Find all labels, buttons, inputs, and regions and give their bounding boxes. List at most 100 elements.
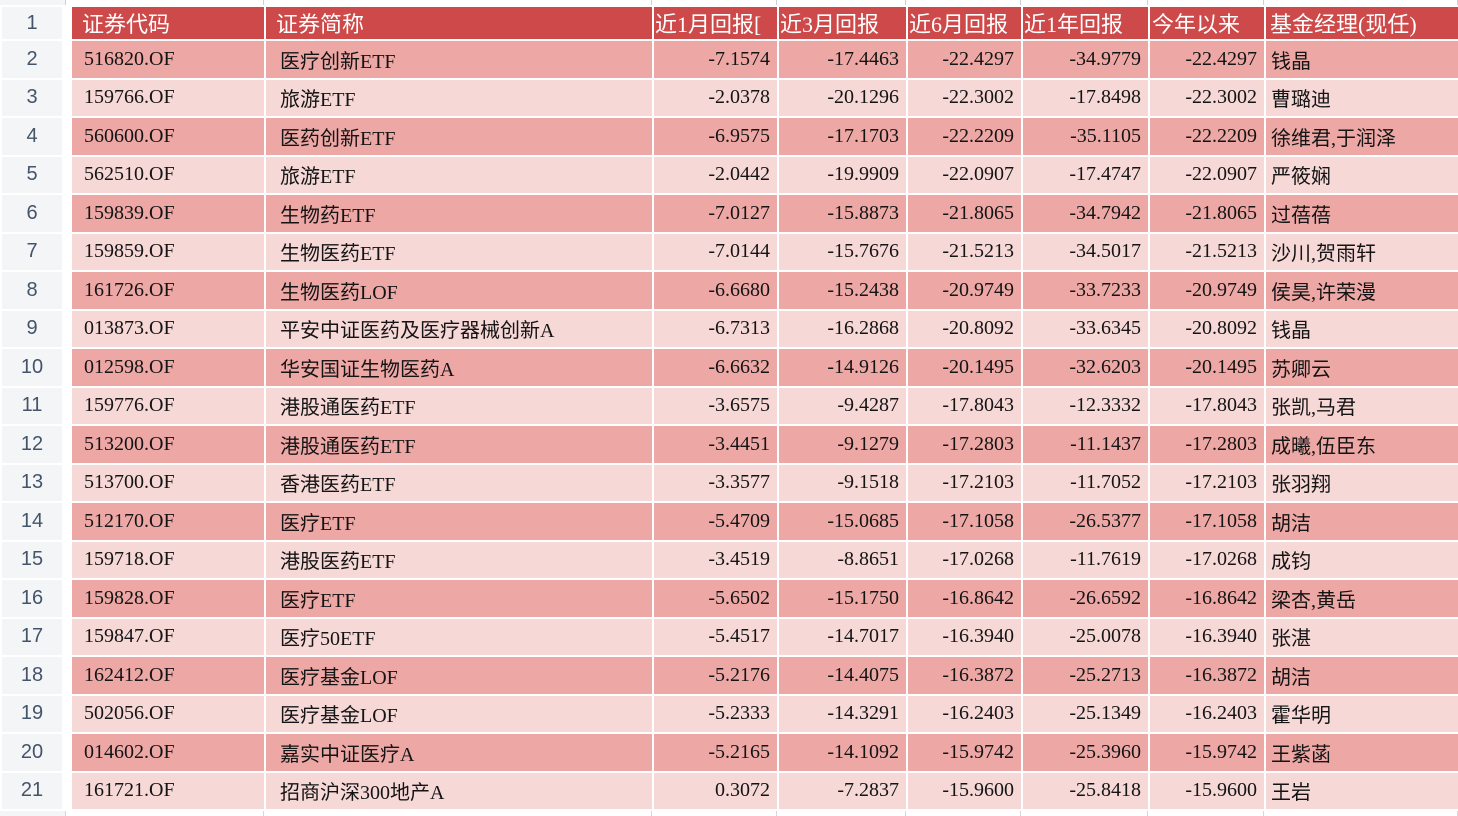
- cell-name[interactable]: 医疗创新ETF: [264, 39, 654, 80]
- cell-r3m[interactable]: -14.7017: [777, 616, 908, 657]
- cell-name[interactable]: 港股通医药ETF: [264, 385, 654, 426]
- cell-manager[interactable]: 过蓓蓓: [1264, 193, 1458, 234]
- row-number-cell[interactable]: 10: [0, 347, 72, 388]
- cell-ytd[interactable]: -20.8092: [1148, 308, 1266, 349]
- col-header-r1y[interactable]: 近1年回报: [1021, 5, 1150, 41]
- cell-r6m[interactable]: -21.5213: [906, 231, 1023, 272]
- cell-code[interactable]: 159776.OF: [66, 385, 266, 426]
- cell-code[interactable]: 159859.OF: [66, 231, 266, 272]
- col-header-code[interactable]: 证券代码: [66, 5, 266, 41]
- cell-ytd[interactable]: -20.1495: [1148, 347, 1266, 388]
- cell-ytd[interactable]: -15.9600: [1148, 770, 1266, 811]
- cell-code[interactable]: 512170.OF: [66, 501, 266, 542]
- cell-r1m[interactable]: -5.4517: [652, 616, 779, 657]
- cell-ytd[interactable]: -16.2403: [1148, 693, 1266, 734]
- cell-r1y[interactable]: -33.6345: [1021, 308, 1150, 349]
- cell-code[interactable]: 560600.OF: [66, 116, 266, 157]
- cell-r1m[interactable]: -2.0442: [652, 154, 779, 195]
- cell-name[interactable]: 医疗基金LOF: [264, 655, 654, 696]
- cell-r1y[interactable]: -26.5377: [1021, 501, 1150, 542]
- cell-r1y[interactable]: -34.7942: [1021, 193, 1150, 234]
- cell-r3m[interactable]: -19.9909: [777, 154, 908, 195]
- cell-name[interactable]: 华安国证生物医药A: [264, 347, 654, 388]
- col-header-name[interactable]: 证券简称: [264, 5, 654, 41]
- cell-name[interactable]: 平安中证医药及医疗器械创新A: [264, 308, 654, 349]
- cell-r1y[interactable]: -25.0078: [1021, 616, 1150, 657]
- row-number-cell[interactable]: 11: [0, 385, 72, 426]
- cell-name[interactable]: 医疗50ETF: [264, 616, 654, 657]
- cell-manager[interactable]: 王岩: [1264, 770, 1458, 811]
- cell-manager[interactable]: 王紫菡: [1264, 732, 1458, 773]
- cell-r1m[interactable]: -7.1574: [652, 39, 779, 80]
- cell-r6m[interactable]: -20.9749: [906, 270, 1023, 311]
- cell-code[interactable]: 513200.OF: [66, 424, 266, 465]
- row-number-cell[interactable]: 1: [0, 5, 72, 41]
- cell-code[interactable]: 159847.OF: [66, 616, 266, 657]
- cell-r3m[interactable]: -15.1750: [777, 578, 908, 619]
- cell-manager[interactable]: 张羽翔: [1264, 462, 1458, 503]
- cell-ytd[interactable]: -17.0268: [1148, 539, 1266, 580]
- row-number-cell[interactable]: 20: [0, 732, 72, 773]
- cell-ytd[interactable]: -22.0907: [1148, 154, 1266, 195]
- cell-r6m[interactable]: -16.2403: [906, 693, 1023, 734]
- cell-r6m[interactable]: -17.2803: [906, 424, 1023, 465]
- cell-r3m[interactable]: -17.1703: [777, 116, 908, 157]
- cell-r1y[interactable]: -11.7619: [1021, 539, 1150, 580]
- cell-code[interactable]: 516820.OF: [66, 39, 266, 80]
- cell-ytd[interactable]: -16.3872: [1148, 655, 1266, 696]
- cell-r1y[interactable]: -25.3960: [1021, 732, 1150, 773]
- cell-r1m[interactable]: -6.6632: [652, 347, 779, 388]
- cell-r1y[interactable]: -25.8418: [1021, 770, 1150, 811]
- cell-manager[interactable]: 胡洁: [1264, 501, 1458, 542]
- cell-r1y[interactable]: -32.6203: [1021, 347, 1150, 388]
- cell-code[interactable]: 162412.OF: [66, 655, 266, 696]
- cell-r3m[interactable]: -7.2837: [777, 770, 908, 811]
- cell-name[interactable]: 港股通医药ETF: [264, 424, 654, 465]
- row-number-cell[interactable]: 14: [0, 501, 72, 542]
- cell-r1m[interactable]: -7.0144: [652, 231, 779, 272]
- cell-code[interactable]: 159828.OF: [66, 578, 266, 619]
- cell-name[interactable]: 医疗基金LOF: [264, 693, 654, 734]
- cell-r6m[interactable]: -22.3002: [906, 77, 1023, 118]
- cell-code[interactable]: 012598.OF: [66, 347, 266, 388]
- cell-r6m[interactable]: -17.8043: [906, 385, 1023, 426]
- cell-r3m[interactable]: -16.2868: [777, 308, 908, 349]
- row-number-cell[interactable]: 9: [0, 308, 72, 349]
- cell-manager[interactable]: 成钧: [1264, 539, 1458, 580]
- cell-r1m[interactable]: -6.7313: [652, 308, 779, 349]
- row-number-cell[interactable]: 19: [0, 693, 72, 734]
- cell-r6m[interactable]: -20.8092: [906, 308, 1023, 349]
- cell-code[interactable]: 159839.OF: [66, 193, 266, 234]
- cell-r6m[interactable]: -17.0268: [906, 539, 1023, 580]
- cell-r6m[interactable]: -20.1495: [906, 347, 1023, 388]
- cell-r1y[interactable]: -25.2713: [1021, 655, 1150, 696]
- cell-ytd[interactable]: -15.9742: [1148, 732, 1266, 773]
- cell-r1y[interactable]: -17.8498: [1021, 77, 1150, 118]
- cell-r1y[interactable]: -35.1105: [1021, 116, 1150, 157]
- cell-manager[interactable]: 苏卿云: [1264, 347, 1458, 388]
- cell-manager[interactable]: 梁杏,黄岳: [1264, 578, 1458, 619]
- cell-code[interactable]: 013873.OF: [66, 308, 266, 349]
- cell-manager[interactable]: 沙川,贺雨轩: [1264, 231, 1458, 272]
- cell-name[interactable]: 生物医药LOF: [264, 270, 654, 311]
- cell-ytd[interactable]: -22.2209: [1148, 116, 1266, 157]
- cell-r1y[interactable]: -11.7052: [1021, 462, 1150, 503]
- cell-r6m[interactable]: -15.9600: [906, 770, 1023, 811]
- cell-r6m[interactable]: -22.0907: [906, 154, 1023, 195]
- cell-r6m[interactable]: -22.4297: [906, 39, 1023, 80]
- cell-r3m[interactable]: -14.4075: [777, 655, 908, 696]
- cell-r1m[interactable]: -3.3577: [652, 462, 779, 503]
- row-number-cell[interactable]: 17: [0, 616, 72, 657]
- cell-r1m[interactable]: -2.0378: [652, 77, 779, 118]
- cell-ytd[interactable]: -17.8043: [1148, 385, 1266, 426]
- cell-r1m[interactable]: -3.4519: [652, 539, 779, 580]
- cell-r3m[interactable]: -14.9126: [777, 347, 908, 388]
- cell-r3m[interactable]: -8.8651: [777, 539, 908, 580]
- cell-ytd[interactable]: -16.8642: [1148, 578, 1266, 619]
- cell-r1y[interactable]: -11.1437: [1021, 424, 1150, 465]
- cell-code[interactable]: 502056.OF: [66, 693, 266, 734]
- row-number-cell[interactable]: 13: [0, 462, 72, 503]
- col-header-manager[interactable]: 基金经理(现任): [1264, 5, 1458, 41]
- cell-r3m[interactable]: -9.1518: [777, 462, 908, 503]
- cell-manager[interactable]: 钱晶: [1264, 308, 1458, 349]
